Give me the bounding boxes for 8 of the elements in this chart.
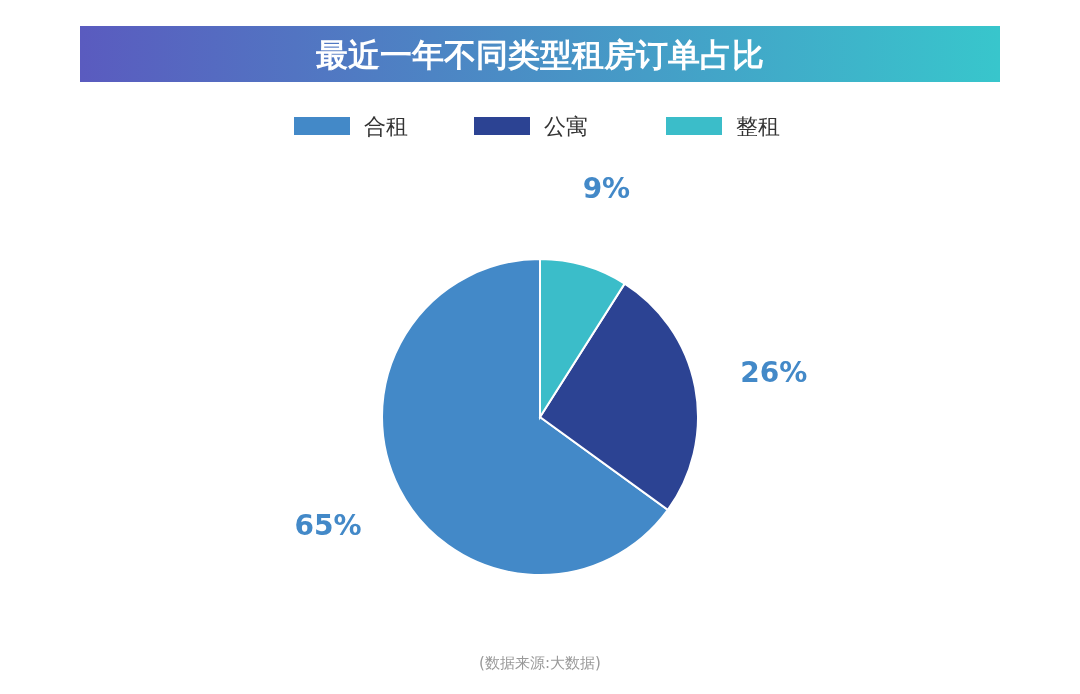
data-label: 65% xyxy=(294,509,362,543)
legend-label: 整租 xyxy=(736,114,780,139)
legend-label: 公寓 xyxy=(544,114,588,139)
data-label: 26% xyxy=(740,356,808,390)
data-label: 9% xyxy=(582,172,631,206)
chart-title: 最近一年不同类型租房订单占比 xyxy=(316,36,764,74)
legend-label: 合租 xyxy=(364,114,408,139)
text: (数据来源:大数据) xyxy=(479,654,601,672)
